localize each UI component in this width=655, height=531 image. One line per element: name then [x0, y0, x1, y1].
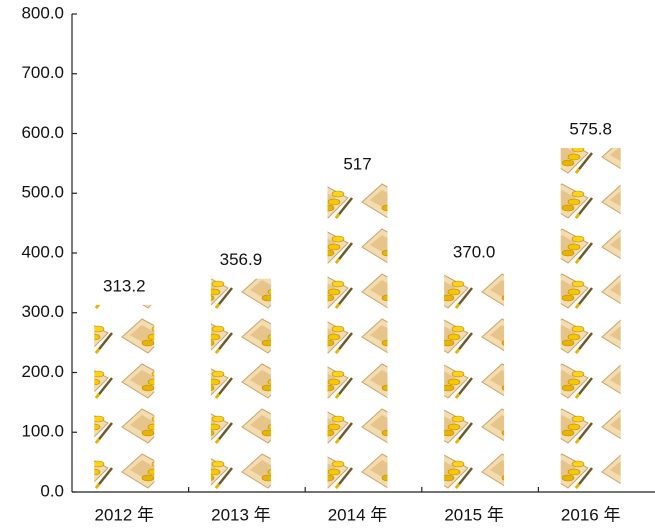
x-tick-label: 2013 年 — [211, 505, 271, 524]
y-tick-label: 800.0 — [21, 3, 64, 22]
pictogram-bar — [328, 183, 388, 492]
page: 0.0 100.0 200.0 300.0 400.0 500.0 600.0 700.0 80… — [0, 0, 655, 531]
x-tick-label: 2016 年 — [561, 505, 621, 524]
value-label: 356.9 — [220, 250, 263, 269]
y-tick-label: 200.0 — [21, 362, 64, 381]
value-label: 517 — [343, 155, 371, 174]
pictogram-bar — [211, 279, 271, 492]
y-tick-label: 100.0 — [21, 422, 64, 441]
x-tick-label: 2014 年 — [328, 505, 388, 524]
y-tick-label: 600.0 — [21, 123, 64, 142]
pictogram-bar — [94, 305, 154, 492]
value-label: 575.8 — [569, 119, 612, 138]
pictogram-bar — [561, 148, 621, 492]
y-tick-label: 700.0 — [21, 63, 64, 82]
y-tick-label: 400.0 — [21, 242, 64, 261]
y-tick-label: 300.0 — [21, 302, 64, 321]
value-label: 313.2 — [103, 276, 146, 295]
pictogram-bar — [444, 271, 504, 492]
value-label: 370.0 — [453, 242, 496, 261]
x-tick-label: 2012 年 — [95, 505, 155, 524]
chart: 0.0 100.0 200.0 300.0 400.0 500.0 600.0 700.0 80… — [0, 0, 655, 526]
x-tick-label: 2015 年 — [444, 505, 504, 524]
y-tick-label: 0.0 — [40, 481, 64, 500]
y-tick-label: 500.0 — [21, 183, 64, 202]
